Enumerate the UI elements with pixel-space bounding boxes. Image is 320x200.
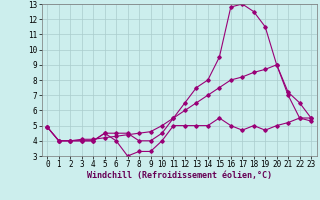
X-axis label: Windchill (Refroidissement éolien,°C): Windchill (Refroidissement éolien,°C) (87, 171, 272, 180)
